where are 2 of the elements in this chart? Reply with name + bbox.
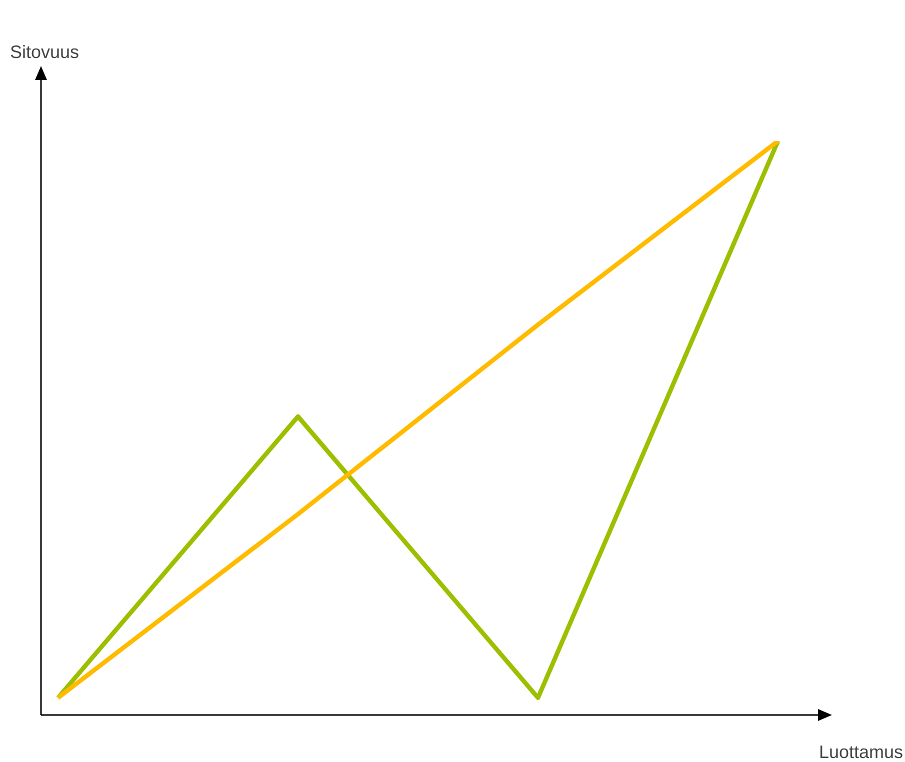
- x-axis-title: Luottamus: [818, 742, 903, 762]
- y-axis-title: Sitovuus: [10, 42, 80, 63]
